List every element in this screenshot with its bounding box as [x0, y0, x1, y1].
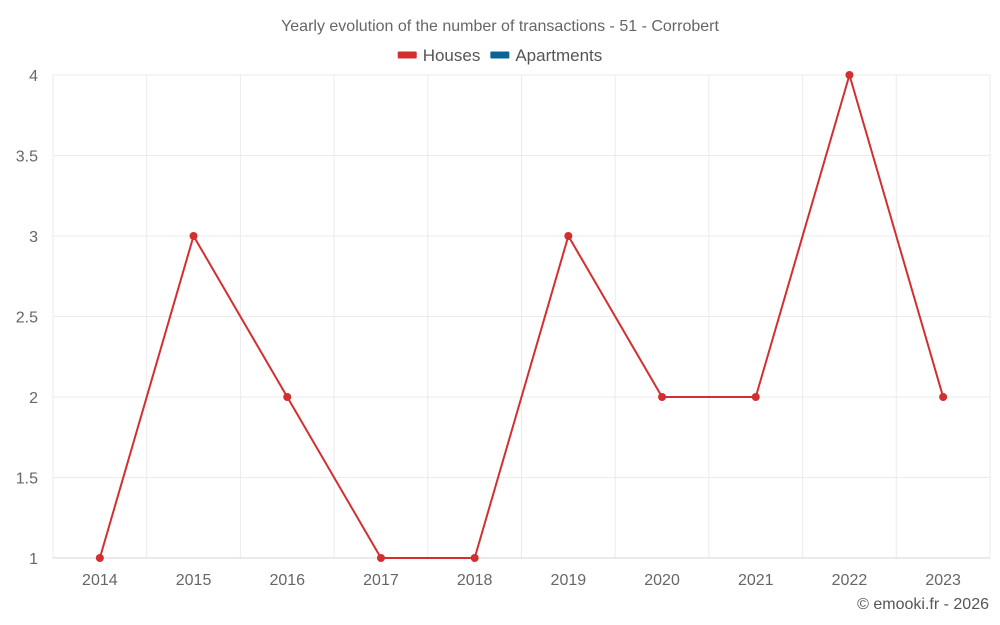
- y-tick-label: 1.5: [16, 471, 38, 488]
- x-tick-label: 2023: [925, 572, 961, 589]
- data-point: [845, 71, 854, 79]
- x-tick-label: 2014: [82, 572, 118, 589]
- y-tick-label: 3: [29, 229, 38, 246]
- data-point: [751, 393, 760, 401]
- y-tick-label: 2.5: [16, 310, 38, 327]
- y-tick-label: 2: [29, 390, 38, 407]
- legend-swatch-apartments: [490, 51, 510, 59]
- grid: [52, 74, 991, 558]
- chart-title: Yearly evolution of the number of transa…: [281, 18, 719, 35]
- data-point: [470, 554, 479, 562]
- y-tick-label: 3.5: [16, 149, 38, 166]
- legend-swatch-houses: [397, 51, 417, 59]
- data-point: [658, 393, 667, 401]
- legend-label-houses: Houses: [423, 46, 481, 65]
- x-tick-label: 2021: [738, 572, 774, 589]
- series: [95, 71, 948, 562]
- legend-label-apartments: Apartments: [515, 46, 602, 65]
- y-tick-label: 4: [29, 68, 38, 85]
- x-tick-label: 2019: [551, 572, 587, 589]
- x-tick-label: 2016: [269, 572, 305, 589]
- data-point: [376, 554, 385, 562]
- y-tick-label: 1: [29, 551, 38, 568]
- data-point: [95, 554, 104, 562]
- axes: 1 1.5 2 2.5 3 3.5 4 2014 2015 2016 2017 2018 2019 202…: [16, 68, 990, 589]
- legend: Houses Apartments: [397, 46, 602, 65]
- x-tick-label: 2015: [176, 572, 212, 589]
- x-tick-label: 2022: [832, 572, 868, 589]
- data-point: [564, 232, 573, 240]
- x-tick-label: 2020: [644, 572, 680, 589]
- x-tick-label: 2017: [363, 572, 399, 589]
- data-point: [939, 393, 948, 401]
- series-line-houses: [98, 74, 945, 559]
- data-point: [189, 232, 198, 240]
- credit-text: © emooki.fr - 2026: [857, 596, 989, 613]
- data-point: [283, 393, 292, 401]
- x-tick-label: 2018: [457, 572, 493, 589]
